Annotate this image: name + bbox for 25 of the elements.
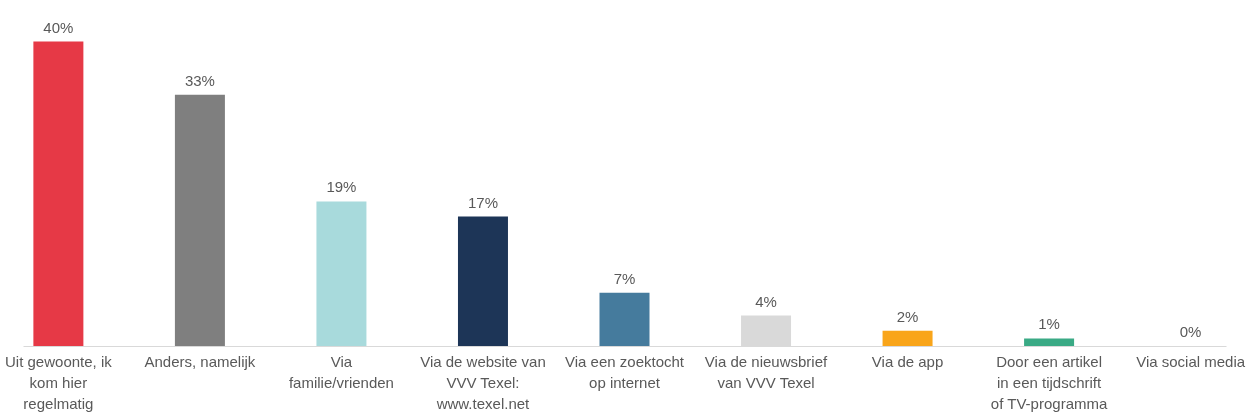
bar <box>457 216 508 346</box>
x-tick-label: Via de app <box>871 352 944 370</box>
data-label: 17% <box>467 193 498 211</box>
x-tick-label: Via familie/vrienden <box>288 352 394 391</box>
x-tick-label: Anders, namelijk <box>144 352 256 370</box>
x-tick-label: Via een zoektocht op internet <box>565 352 685 391</box>
x-tick-label: Door een artikel in een tijdschrift of TV-programma <box>990 352 1108 412</box>
bar <box>599 292 650 346</box>
data-label: 2% <box>896 307 919 325</box>
data-label: 40% <box>43 18 74 36</box>
data-label: 1% <box>1038 315 1060 333</box>
x-tick-label: Uit gewoonte, ik kom hier regelmatig <box>5 352 113 412</box>
x-tick-label: Via de website van VVV Texel: www.texel.net <box>420 352 546 412</box>
bar <box>174 94 225 346</box>
bar <box>1024 338 1075 346</box>
data-label: 7% <box>613 269 636 287</box>
data-label: 33% <box>184 71 215 89</box>
x-tick-label: Via social media <box>1136 352 1246 370</box>
data-label: 0% <box>1179 323 1202 340</box>
bar <box>316 201 367 346</box>
x-tick-label: Via de nieuwsbrief van VVV Texel <box>704 352 829 391</box>
bar <box>33 41 84 346</box>
data-label: 19% <box>326 178 357 196</box>
bar <box>882 330 933 346</box>
data-label: 4% <box>755 292 777 310</box>
